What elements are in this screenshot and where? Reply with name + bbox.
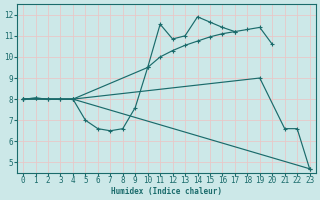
X-axis label: Humidex (Indice chaleur): Humidex (Indice chaleur) (111, 187, 222, 196)
